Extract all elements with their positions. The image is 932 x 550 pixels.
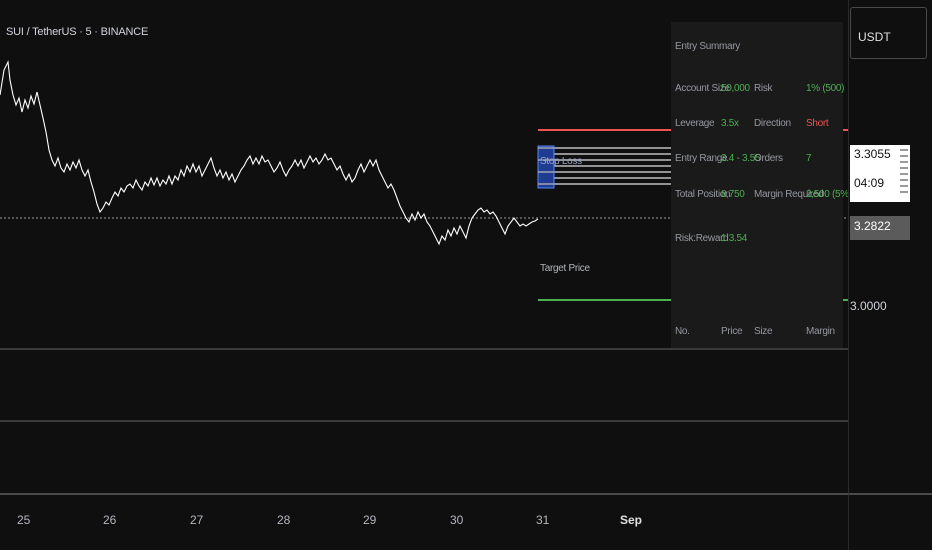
time-label-26: 26 bbox=[103, 513, 117, 527]
leverage-value: 3.5x bbox=[721, 118, 739, 129]
pane-separator[interactable] bbox=[0, 420, 932, 422]
stop-price-value: 3.3055 bbox=[854, 147, 891, 161]
current-price-tag: 3.2822 bbox=[850, 216, 910, 240]
orders-column-no: No. bbox=[675, 326, 690, 337]
account-size-value: 50,000 bbox=[721, 83, 750, 94]
entry-range-box bbox=[537, 145, 555, 189]
entry-order-markers bbox=[900, 149, 908, 193]
axis-corner[interactable] bbox=[848, 493, 932, 550]
direction-label: Direction bbox=[754, 118, 791, 129]
time-axis[interactable]: 25 26 27 28 29 30 31 Sep bbox=[0, 493, 848, 550]
time-label-30: 30 bbox=[450, 513, 464, 527]
bar-timer-value: 04:09 bbox=[854, 176, 885, 190]
time-label-28: 28 bbox=[277, 513, 291, 527]
chart-area[interactable]: SUI / TetherUS · 5 · BINANCE Stop Loss T… bbox=[0, 0, 848, 493]
entry-order-lines bbox=[554, 147, 671, 185]
currency-label: USDT bbox=[858, 30, 891, 44]
risk-reward-label: Risk:Reward bbox=[675, 233, 729, 244]
entry-range-value: 3.4 - 3.55 bbox=[721, 153, 761, 164]
total-position-label: Total Position bbox=[675, 189, 731, 200]
entry-summary-panel: Entry Summary Account Size 50,000 Risk 1… bbox=[671, 22, 852, 348]
total-position-value: 8,750 bbox=[721, 189, 745, 200]
time-label-29: 29 bbox=[363, 513, 377, 527]
account-size-label: Account Size bbox=[675, 83, 730, 94]
margin-required-value: 2,500 (5%) bbox=[806, 189, 852, 200]
target-price-tag: 3.0000 bbox=[850, 299, 887, 313]
price-series-line bbox=[0, 60, 539, 246]
stop-loss-label: Stop Loss bbox=[540, 156, 582, 167]
risk-reward-value: 1:3.54 bbox=[721, 233, 748, 244]
pane-separator[interactable] bbox=[0, 348, 932, 350]
summary-title: Entry Summary bbox=[675, 41, 741, 52]
symbol-title[interactable]: SUI / TetherUS · 5 · BINANCE bbox=[6, 26, 149, 38]
entry-range-label: Entry Range bbox=[675, 153, 728, 164]
direction-value: Short bbox=[806, 118, 829, 129]
time-label-31: 31 bbox=[536, 513, 550, 527]
orders-column-margin: Margin bbox=[806, 326, 835, 337]
price-chart[interactable] bbox=[0, 0, 848, 493]
time-label-sep: Sep bbox=[620, 513, 643, 527]
target-price-label: Target Price bbox=[540, 263, 590, 274]
risk-value: 1% (500) bbox=[806, 83, 845, 94]
orders-value: 7 bbox=[806, 153, 812, 164]
orders-column-price: Price bbox=[721, 326, 743, 337]
current-price-value: 3.2822 bbox=[854, 219, 891, 233]
risk-label: Risk bbox=[754, 83, 773, 94]
margin-required-label: Margin Required bbox=[754, 189, 824, 200]
orders-label: Orders bbox=[754, 153, 783, 164]
time-label-27: 27 bbox=[190, 513, 204, 527]
time-label-25: 25 bbox=[17, 513, 31, 527]
currency-selector[interactable]: USDT bbox=[850, 7, 927, 59]
orders-column-size: Size bbox=[754, 326, 773, 337]
leverage-label: Leverage bbox=[675, 118, 715, 129]
price-scale[interactable] bbox=[848, 0, 932, 493]
